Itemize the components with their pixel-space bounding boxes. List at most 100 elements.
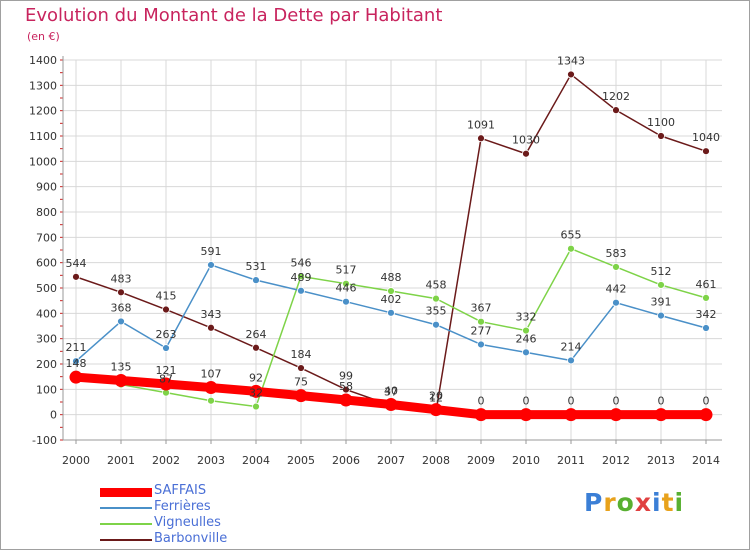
series-point bbox=[207, 396, 215, 405]
data-label: 332 bbox=[516, 311, 537, 324]
series-point bbox=[252, 343, 260, 352]
y-tick-label: 1000 bbox=[29, 155, 57, 168]
data-label: 32 bbox=[249, 387, 263, 400]
data-label: 263 bbox=[156, 328, 177, 341]
series-point bbox=[69, 370, 83, 384]
data-label: 343 bbox=[201, 308, 222, 321]
series-point bbox=[342, 279, 350, 288]
series-point bbox=[432, 294, 440, 303]
y-tick-label: 200 bbox=[36, 358, 57, 371]
data-label: 517 bbox=[336, 264, 357, 277]
series-point bbox=[114, 373, 128, 387]
series-point bbox=[567, 244, 575, 253]
data-label: 214 bbox=[561, 340, 582, 353]
data-label: 583 bbox=[606, 247, 627, 260]
series-point bbox=[297, 286, 305, 295]
series-point bbox=[429, 403, 443, 417]
legend-label: Vigneulles bbox=[154, 515, 221, 530]
series-point bbox=[162, 305, 170, 314]
y-tick-label: 900 bbox=[36, 181, 57, 194]
y-tick-label: 1200 bbox=[29, 105, 57, 118]
series-point bbox=[342, 297, 350, 306]
data-label: 75 bbox=[294, 376, 308, 389]
series-point bbox=[162, 344, 170, 352]
series-point bbox=[657, 132, 665, 140]
series-point bbox=[207, 323, 215, 332]
logo-letter: i bbox=[674, 488, 685, 517]
data-label: 58 bbox=[339, 380, 353, 393]
series-point bbox=[342, 385, 350, 394]
data-label: 458 bbox=[426, 279, 447, 292]
series-point bbox=[609, 408, 623, 422]
series-point bbox=[657, 281, 665, 289]
data-label: 184 bbox=[291, 348, 312, 361]
logo-letter: t bbox=[661, 488, 675, 517]
data-label: 1343 bbox=[557, 54, 585, 67]
data-label: 544 bbox=[66, 257, 87, 270]
logo-letter: x bbox=[634, 488, 652, 517]
y-tick-label: 500 bbox=[36, 282, 57, 295]
series-point bbox=[477, 340, 485, 349]
x-tick-label: 2014 bbox=[692, 454, 720, 467]
data-label: 0 bbox=[703, 395, 710, 408]
data-label: 512 bbox=[651, 265, 672, 278]
series-point bbox=[654, 408, 668, 422]
legend-item: Ferrières bbox=[100, 499, 300, 516]
data-label: 355 bbox=[426, 305, 447, 318]
series-point bbox=[699, 408, 713, 422]
data-label: 0 bbox=[568, 395, 575, 408]
data-label: 246 bbox=[516, 332, 537, 345]
series-point bbox=[384, 398, 398, 412]
data-label: 446 bbox=[336, 282, 357, 295]
series-point bbox=[387, 308, 395, 317]
data-label: 1030 bbox=[512, 134, 540, 147]
legend-swatch bbox=[100, 487, 152, 497]
series-point bbox=[612, 263, 620, 271]
series-point bbox=[297, 272, 305, 281]
legend-swatch bbox=[100, 507, 152, 509]
series-point bbox=[252, 276, 260, 285]
chart-subtitle: (en €) bbox=[27, 30, 60, 43]
proxiti-logo: Proxiti bbox=[584, 488, 684, 517]
legend-label: Barbonville bbox=[154, 531, 228, 546]
data-label: 1100 bbox=[647, 116, 675, 129]
y-tick-label: 0 bbox=[50, 409, 57, 422]
data-label: 37 bbox=[384, 385, 398, 398]
series-point bbox=[522, 326, 530, 335]
data-label: 92 bbox=[249, 371, 263, 384]
series-point bbox=[72, 272, 80, 281]
data-label: 0 bbox=[478, 395, 485, 408]
data-label: 489 bbox=[291, 271, 312, 284]
line-chart: -100010020030040050060070080090010001100… bbox=[29, 54, 722, 467]
series-point bbox=[612, 298, 620, 307]
series-point bbox=[159, 377, 173, 391]
series-point bbox=[339, 393, 353, 407]
x-tick-label: 2003 bbox=[197, 454, 225, 467]
logo-letter: i bbox=[652, 488, 662, 517]
y-tick-label: 1100 bbox=[29, 130, 57, 143]
data-label: 442 bbox=[606, 283, 627, 296]
series-point bbox=[204, 381, 218, 395]
series-lines bbox=[69, 70, 713, 422]
data-label: 87 bbox=[159, 373, 173, 386]
data-label: 264 bbox=[246, 328, 267, 341]
x-tick-label: 2005 bbox=[287, 454, 315, 467]
y-tick-label: 300 bbox=[36, 333, 57, 346]
y-tick-label: 700 bbox=[36, 231, 57, 244]
axes: -100010020030040050060070080090010001100… bbox=[29, 54, 722, 467]
series-point bbox=[477, 134, 485, 143]
data-label: 391 bbox=[651, 296, 672, 309]
series-point bbox=[567, 356, 575, 365]
series-point bbox=[477, 317, 485, 326]
data-label: 148 bbox=[66, 357, 87, 370]
series-point bbox=[207, 261, 215, 269]
data-label: 402 bbox=[381, 293, 402, 306]
series-point bbox=[564, 408, 578, 422]
x-tick-label: 2008 bbox=[422, 454, 450, 467]
data-label: 483 bbox=[111, 272, 132, 285]
series-point bbox=[522, 348, 530, 357]
series-point bbox=[252, 402, 260, 411]
data-label: 1040 bbox=[692, 131, 720, 144]
data-label: 1091 bbox=[467, 118, 495, 131]
